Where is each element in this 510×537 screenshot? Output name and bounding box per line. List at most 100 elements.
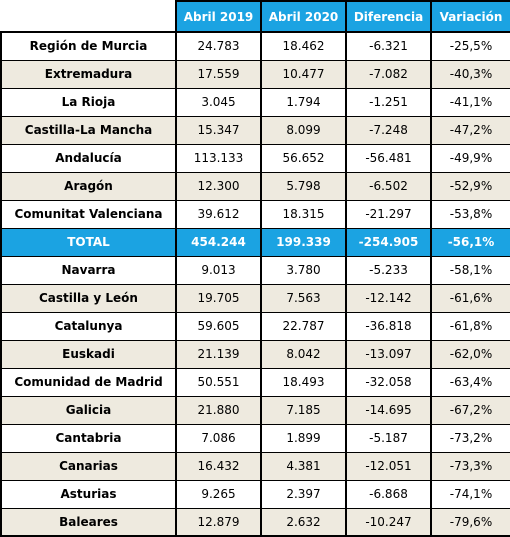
cell-abril-2020: 56.652 xyxy=(260,143,347,173)
table-row: Galicia 21.880 7.185 -14.695 -67,2% xyxy=(0,395,510,425)
table-row-total: TOTAL 454.244 199.339 -254.905 -56,1% xyxy=(0,227,510,257)
cell-diferencia: -6.321 xyxy=(345,31,432,61)
table-row: Asturias 9.265 2.397 -6.868 -74,1% xyxy=(0,479,510,509)
cell-variacion: -40,3% xyxy=(430,59,510,89)
cell-abril-2019: 9.013 xyxy=(175,255,262,285)
cell-variacion: -47,2% xyxy=(430,115,510,145)
table-row: Catalunya 59.605 22.787 -36.818 -61,8% xyxy=(0,311,510,341)
cell-region: Baleares xyxy=(0,507,177,537)
cell-diferencia: -5.187 xyxy=(345,423,432,453)
cell-abril-2019: 3.045 xyxy=(175,87,262,117)
cell-diferencia: -7.082 xyxy=(345,59,432,89)
cell-diferencia: -1.251 xyxy=(345,87,432,117)
cell-abril-2020: 3.780 xyxy=(260,255,347,285)
cell-region: TOTAL xyxy=(0,227,177,257)
header-corner xyxy=(1,1,177,33)
cell-abril-2020: 5.798 xyxy=(260,171,347,201)
table-body: Región de Murcia 24.783 18.462 -6.321 -25,5%… xyxy=(0,31,510,537)
table-header: Abril 2019 Abril 2020 Diferencia Variaci… xyxy=(1,0,510,33)
cell-abril-2019: 16.432 xyxy=(175,451,262,481)
table-row: Comunidad de Madrid 50.551 18.493 -32.058 -6… xyxy=(0,367,510,397)
cell-variacion: -74,1% xyxy=(430,479,510,509)
cell-region: Castilla-La Mancha xyxy=(0,115,177,145)
header-row: Abril 2019 Abril 2020 Diferencia Variaci… xyxy=(1,0,510,33)
table-row: Castilla-La Mancha 15.347 8.099 -7.248 -47,2… xyxy=(0,115,510,145)
cell-region: Euskadi xyxy=(0,339,177,369)
cell-abril-2020: 1.899 xyxy=(260,423,347,453)
cell-variacion: -53,8% xyxy=(430,199,510,229)
cell-abril-2020: 1.794 xyxy=(260,87,347,117)
cell-abril-2020: 2.632 xyxy=(260,507,347,537)
cell-abril-2020: 10.477 xyxy=(260,59,347,89)
table-row: Andalucía 113.133 56.652 -56.481 -49,9% xyxy=(0,143,510,173)
cell-abril-2020: 8.042 xyxy=(260,339,347,369)
cell-abril-2019: 24.783 xyxy=(175,31,262,61)
cell-abril-2020: 22.787 xyxy=(260,311,347,341)
cell-abril-2019: 7.086 xyxy=(175,423,262,453)
header-variacion: Variación xyxy=(430,0,510,33)
cell-variacion: -61,8% xyxy=(430,311,510,341)
table-row: Cantabria 7.086 1.899 -5.187 -73,2% xyxy=(0,423,510,453)
cell-variacion: -49,9% xyxy=(430,143,510,173)
cell-region: La Rioja xyxy=(0,87,177,117)
cell-abril-2020: 2.397 xyxy=(260,479,347,509)
table-row: Castilla y León 19.705 7.563 -12.142 -61,6% xyxy=(0,283,510,313)
cell-abril-2020: 7.185 xyxy=(260,395,347,425)
cell-abril-2019: 50.551 xyxy=(175,367,262,397)
cell-abril-2020: 7.563 xyxy=(260,283,347,313)
cell-abril-2019: 21.139 xyxy=(175,339,262,369)
cell-region: Andalucía xyxy=(0,143,177,173)
cell-diferencia: -7.248 xyxy=(345,115,432,145)
cell-abril-2019: 454.244 xyxy=(175,227,262,257)
cell-region: Cantabria xyxy=(0,423,177,453)
cell-abril-2019: 59.605 xyxy=(175,311,262,341)
cell-variacion: -67,2% xyxy=(430,395,510,425)
cell-diferencia: -5.233 xyxy=(345,255,432,285)
cell-abril-2019: 15.347 xyxy=(175,115,262,145)
cell-abril-2019: 19.705 xyxy=(175,283,262,313)
cell-diferencia: -56.481 xyxy=(345,143,432,173)
cell-abril-2020: 18.315 xyxy=(260,199,347,229)
cell-variacion: -56,1% xyxy=(430,227,510,257)
header-abril-2019: Abril 2019 xyxy=(175,0,262,33)
cell-diferencia: -12.142 xyxy=(345,283,432,313)
cell-variacion: -52,9% xyxy=(430,171,510,201)
cell-region: Aragón xyxy=(0,171,177,201)
cell-abril-2020: 18.462 xyxy=(260,31,347,61)
cell-region: Comunidad de Madrid xyxy=(0,367,177,397)
header-abril-2020: Abril 2020 xyxy=(260,0,347,33)
cell-region: Catalunya xyxy=(0,311,177,341)
cell-diferencia: -12.051 xyxy=(345,451,432,481)
cell-region: Extremadura xyxy=(0,59,177,89)
cell-abril-2020: 199.339 xyxy=(260,227,347,257)
cell-abril-2019: 12.879 xyxy=(175,507,262,537)
cell-variacion: -63,4% xyxy=(430,367,510,397)
cell-diferencia: -36.818 xyxy=(345,311,432,341)
table-row: Aragón 12.300 5.798 -6.502 -52,9% xyxy=(0,171,510,201)
cell-variacion: -41,1% xyxy=(430,87,510,117)
cell-region: Canarias xyxy=(0,451,177,481)
cell-abril-2019: 113.133 xyxy=(175,143,262,173)
cell-region: Navarra xyxy=(0,255,177,285)
cell-variacion: -73,2% xyxy=(430,423,510,453)
cell-region: Región de Murcia xyxy=(0,31,177,61)
cell-variacion: -58,1% xyxy=(430,255,510,285)
cell-diferencia: -254.905 xyxy=(345,227,432,257)
cell-variacion: -79,6% xyxy=(430,507,510,537)
cell-variacion: -61,6% xyxy=(430,283,510,313)
cell-abril-2019: 12.300 xyxy=(175,171,262,201)
cell-region: Asturias xyxy=(0,479,177,509)
table-row: Baleares 12.879 2.632 -10.247 -79,6% xyxy=(0,507,510,537)
cell-abril-2019: 9.265 xyxy=(175,479,262,509)
cell-abril-2019: 17.559 xyxy=(175,59,262,89)
cell-diferencia: -6.868 xyxy=(345,479,432,509)
cell-region: Comunitat Valenciana xyxy=(0,199,177,229)
cell-abril-2019: 39.612 xyxy=(175,199,262,229)
cell-region: Castilla y León xyxy=(0,283,177,313)
cell-abril-2019: 21.880 xyxy=(175,395,262,425)
header-diferencia: Diferencia xyxy=(345,0,432,33)
cell-diferencia: -32.058 xyxy=(345,367,432,397)
cell-region: Galicia xyxy=(0,395,177,425)
